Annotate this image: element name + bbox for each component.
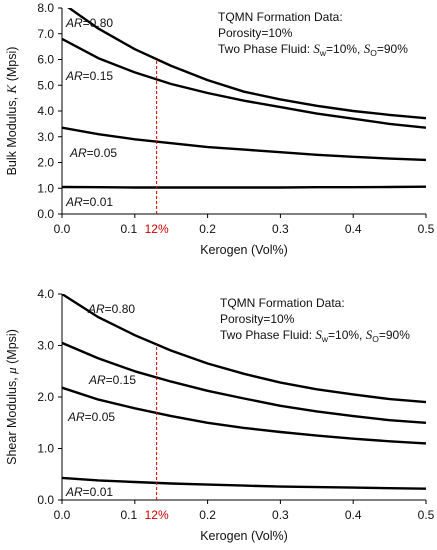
- y-tick-label: 6.0: [37, 53, 54, 67]
- plot-area: [62, 294, 426, 490]
- annotation-so-sub: O: [372, 334, 379, 344]
- y-axis-title: Bulk Modulus, K (Mpsi): [4, 47, 19, 176]
- x-axis-title: Kerogen (Vol%): [200, 529, 288, 543]
- x-axis-title: Kerogen (Vol%): [200, 243, 288, 257]
- x-tick-label: 0.2: [199, 508, 216, 522]
- annotation-line-3: Two Phase Fluid: Sw=10%, SO=90%: [220, 327, 410, 344]
- annotation-line-2: Porosity=10%: [218, 26, 293, 40]
- series-label-4: AR=0.01: [65, 195, 113, 209]
- annotation-sw-sub: w: [321, 334, 329, 344]
- series-label-4: AR=0.01: [65, 485, 113, 499]
- annotation-sw-symbol: S: [315, 327, 322, 342]
- x-tick-label: 0.0: [54, 508, 71, 522]
- x-tick-label: 0.4: [345, 508, 362, 522]
- y-axis-title-symbol: K: [4, 83, 19, 94]
- series-label-1: AR=0.80: [65, 16, 113, 30]
- y-tick-label: 7.0: [37, 27, 54, 41]
- y-tick-label: 1.0: [37, 442, 54, 456]
- series-label-value: =0.05: [85, 410, 116, 424]
- series-line-3: [62, 126, 426, 162]
- series-label-prefix: AR: [87, 302, 105, 316]
- annotation-so-symbol: S: [364, 41, 371, 56]
- series-line-4: [62, 185, 426, 189]
- y-axis-title-prefix: Shear Modulus,: [5, 374, 19, 465]
- y-tick-label: 5.0: [37, 78, 54, 92]
- series-line-3: [62, 386, 426, 445]
- y-tick-label: 4.0: [37, 287, 54, 301]
- x-tick-label: 0.3: [272, 222, 289, 236]
- chart-panel-2: 0.0 1.0 2.0 3.0 4.0 0.0 0.1 0.2 0.3 0.4 0.5 12% Kero…: [4, 287, 435, 543]
- annotation-so-symbol: S: [366, 327, 373, 342]
- annotation-sw-symbol: S: [313, 41, 320, 56]
- marker-tick-label: 12%: [145, 222, 169, 236]
- series-label-value: =0.01: [83, 195, 114, 209]
- series-label-prefix: AR: [69, 146, 87, 160]
- series-label-3: AR=0.05: [67, 410, 115, 424]
- annotation-fluid-prefix: Two Phase Fluid:: [218, 42, 313, 56]
- series-line-4: [62, 476, 426, 490]
- series-label-value: =0.05: [87, 146, 118, 160]
- x-tick-label: 0.5: [418, 222, 435, 236]
- y-tick-label: 3.0: [37, 130, 54, 144]
- series-label-value: =0.15: [106, 373, 137, 387]
- series-label-prefix: AR: [65, 69, 83, 83]
- x-tick-label: 0.5: [418, 508, 435, 522]
- y-tick-label: 2.0: [37, 390, 54, 404]
- series-label-value: =0.01: [83, 485, 114, 499]
- series-line-1: [62, 294, 426, 404]
- annotation-fluid-prefix: Two Phase Fluid:: [220, 328, 315, 342]
- annotation-line-1: TQMN Formation Data:: [220, 296, 345, 310]
- series-label-prefix: AR: [65, 195, 83, 209]
- annotation-so-value: =90%: [379, 328, 410, 342]
- marker-tick-label: 12%: [145, 508, 169, 522]
- series-line-2: [62, 341, 426, 424]
- series-label-2: AR=0.15: [65, 69, 113, 83]
- annotation-so-sub: O: [370, 48, 377, 58]
- annotation-sw-value: =10%,: [328, 328, 366, 342]
- annotation-line-2: Porosity=10%: [220, 312, 295, 326]
- series-label-prefix: AR: [67, 410, 85, 424]
- x-tick-label: 0.3: [272, 508, 289, 522]
- y-tick-label: 8.0: [37, 1, 54, 15]
- series-label-2: AR=0.15: [88, 373, 136, 387]
- series-label-1: AR=0.80: [87, 302, 135, 316]
- series-line-2: [62, 37, 426, 129]
- annotation-line-3: Two Phase Fluid: Sw=10%, SO=90%: [218, 41, 408, 58]
- x-tick-label: 0.0: [54, 222, 71, 236]
- y-tick-label: 0.0: [37, 207, 54, 221]
- y-axis-title-suffix: (Mpsi): [5, 47, 19, 85]
- x-tick-label: 0.1: [120, 222, 137, 236]
- x-tick-label: 0.1: [120, 508, 137, 522]
- annotation-sw-value: =10%,: [326, 42, 364, 56]
- y-tick-label: 4.0: [37, 104, 54, 118]
- y-axis-title-prefix: Bulk Modulus,: [5, 93, 19, 175]
- y-axis-title-suffix: (Mpsi): [5, 329, 19, 367]
- series-label-prefix: AR: [88, 373, 106, 387]
- chart-panel-1: 0.0 1.0 2.0 3.0 4.0 5.0 6.0 7.0 8.0 0.0 0.1 0.2 0.3 0…: [4, 1, 435, 257]
- y-tick-label: 0.0: [37, 493, 54, 507]
- annotation-sw-sub: w: [319, 48, 327, 58]
- x-tick-label: 0.2: [199, 222, 216, 236]
- series-label-value: =0.15: [83, 69, 114, 83]
- annotation-so-value: =90%: [377, 42, 408, 56]
- series-label-value: =0.80: [83, 16, 114, 30]
- y-tick-label: 1.0: [37, 181, 54, 195]
- x-tick-label: 0.4: [345, 222, 362, 236]
- y-axis-title-symbol: μ: [4, 367, 19, 375]
- y-tick-label: 3.0: [37, 339, 54, 353]
- y-axis-title: Shear Modulus, μ (Mpsi): [4, 329, 19, 465]
- y-tick-label: 2.0: [37, 156, 54, 170]
- series-label-prefix: AR: [65, 485, 83, 499]
- plot-area: [62, 8, 426, 189]
- series-label-prefix: AR: [65, 16, 83, 30]
- series-line-1: [67, 8, 426, 120]
- series-label-value: =0.80: [105, 302, 136, 316]
- annotation-line-1: TQMN Formation Data:: [218, 10, 343, 24]
- series-label-3: AR=0.05: [69, 146, 117, 160]
